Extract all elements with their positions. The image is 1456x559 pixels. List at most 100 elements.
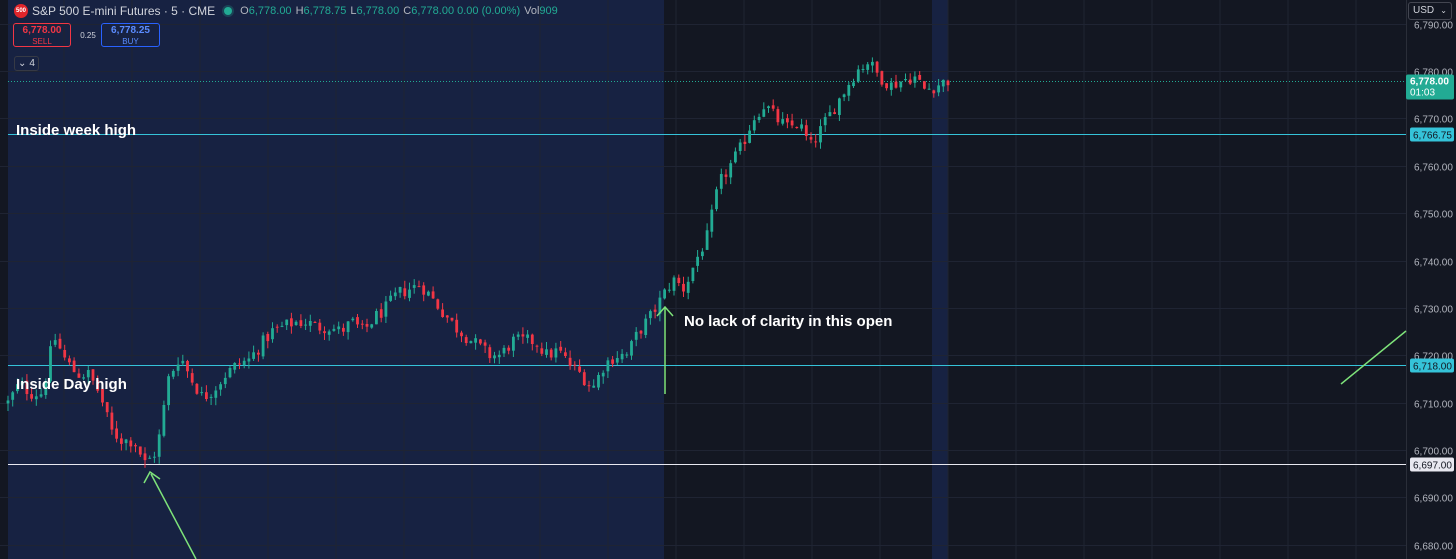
candle-body — [946, 80, 950, 86]
candle-body — [658, 297, 662, 314]
candle-body — [479, 339, 482, 344]
annotation-inside-day-high[interactable]: Inside Day high — [16, 376, 127, 393]
candle-body — [847, 85, 851, 96]
candle-body — [885, 83, 888, 89]
candle-body — [483, 342, 487, 346]
candle-body — [346, 321, 350, 333]
spread-value: 0.25 — [80, 31, 96, 40]
candle-body — [308, 321, 312, 326]
candle-body — [171, 371, 175, 377]
candle-body — [91, 369, 95, 381]
candle-body — [611, 359, 614, 364]
candle-body — [72, 360, 76, 373]
candle-body — [464, 337, 468, 343]
arrow-low-head[interactable] — [143, 470, 161, 484]
level-price-tag — [1410, 358, 1454, 373]
y-tick-label: 6,680.00 — [1414, 542, 1453, 553]
candle-body — [39, 394, 43, 397]
candle-body — [686, 281, 690, 293]
annotation-inside-week-high[interactable]: Inside week high — [16, 122, 137, 139]
candle-body — [507, 347, 511, 351]
sp500-logo-icon: 500 — [14, 4, 28, 18]
candle-body — [148, 457, 152, 459]
trend-line-drawing[interactable] — [1340, 330, 1407, 385]
candle-body — [299, 320, 303, 326]
candle-body — [875, 61, 879, 73]
candle-body — [342, 327, 345, 332]
candle-body — [889, 82, 893, 90]
y-tick-label: 6,700.00 — [1414, 447, 1453, 458]
candle-body — [554, 348, 558, 358]
arrow-low-shaft[interactable] — [150, 473, 197, 559]
symbol-title[interactable]: S&P 500 E-mini Futures · 5 · CME — [32, 4, 216, 18]
candle-body — [918, 75, 922, 80]
candle-body — [587, 385, 591, 387]
currency-select[interactable]: USD ⌄ — [1408, 2, 1452, 20]
candle-body — [757, 116, 761, 120]
candle-body — [134, 445, 137, 447]
buy-button[interactable]: 6,778.25 BUY — [101, 23, 160, 47]
candle-body — [804, 125, 808, 136]
level-price-label: 6,766.75 — [1413, 131, 1452, 142]
y-tick-label: 6,730.00 — [1414, 305, 1453, 316]
candle-body — [762, 109, 766, 117]
candle-body — [375, 311, 378, 325]
candle-body — [49, 346, 52, 382]
candle-body — [568, 357, 572, 366]
level-price-tag — [1410, 127, 1454, 142]
candle-body — [195, 383, 199, 394]
candle-body — [110, 412, 114, 430]
arrow-open-head[interactable] — [656, 305, 674, 317]
candle-body — [630, 341, 633, 356]
candle-body — [266, 334, 270, 342]
candle-body — [20, 381, 24, 386]
y-tick-label: 6,780.00 — [1414, 68, 1453, 79]
candle-body — [44, 381, 48, 395]
candle-body — [564, 352, 567, 356]
candle-body — [748, 130, 751, 143]
candle-body — [634, 331, 638, 340]
candle-body — [417, 286, 421, 288]
candle-body — [913, 76, 917, 83]
candle-body — [379, 309, 383, 318]
candle-body — [488, 347, 492, 359]
candle-body — [431, 291, 435, 299]
candle-body — [625, 354, 629, 356]
sell-button[interactable]: 6,778.00 SELL — [13, 23, 71, 47]
candle-body — [58, 338, 62, 349]
candle-body — [205, 392, 208, 399]
candle-body — [597, 375, 600, 388]
candle-body — [460, 332, 463, 337]
candle-body — [181, 360, 185, 364]
candle-body — [842, 94, 846, 98]
ohlc-low: L6,778.00 — [350, 5, 400, 17]
candle-body — [592, 385, 596, 388]
candle-body — [861, 69, 865, 70]
candle-body — [153, 456, 156, 458]
candle-body — [176, 364, 180, 371]
candle-body — [833, 112, 836, 114]
candle-body — [96, 380, 100, 391]
candle-body — [408, 289, 411, 298]
candle-body — [682, 283, 685, 292]
candle-body — [271, 328, 274, 340]
candle-body — [729, 163, 733, 178]
candle-body — [828, 112, 832, 117]
annotation-open-note[interactable]: No lack of clarity in this open — [684, 313, 893, 330]
candle-body — [412, 285, 416, 288]
candle-body — [124, 439, 128, 444]
candle-body — [68, 358, 71, 363]
candle-body — [238, 363, 241, 365]
candle-body — [445, 315, 449, 318]
last-price-tag — [1406, 74, 1454, 100]
ohlc-high: H6,778.75 — [295, 5, 347, 17]
candle-body — [672, 277, 676, 291]
candle-body — [252, 352, 255, 359]
indicators-toggle-button[interactable]: ⌄ 4 — [14, 56, 39, 71]
candle-body — [734, 151, 737, 163]
candle-body — [701, 251, 704, 257]
candle-body — [615, 358, 619, 363]
candle-body — [200, 392, 204, 394]
candle-body — [25, 380, 29, 394]
